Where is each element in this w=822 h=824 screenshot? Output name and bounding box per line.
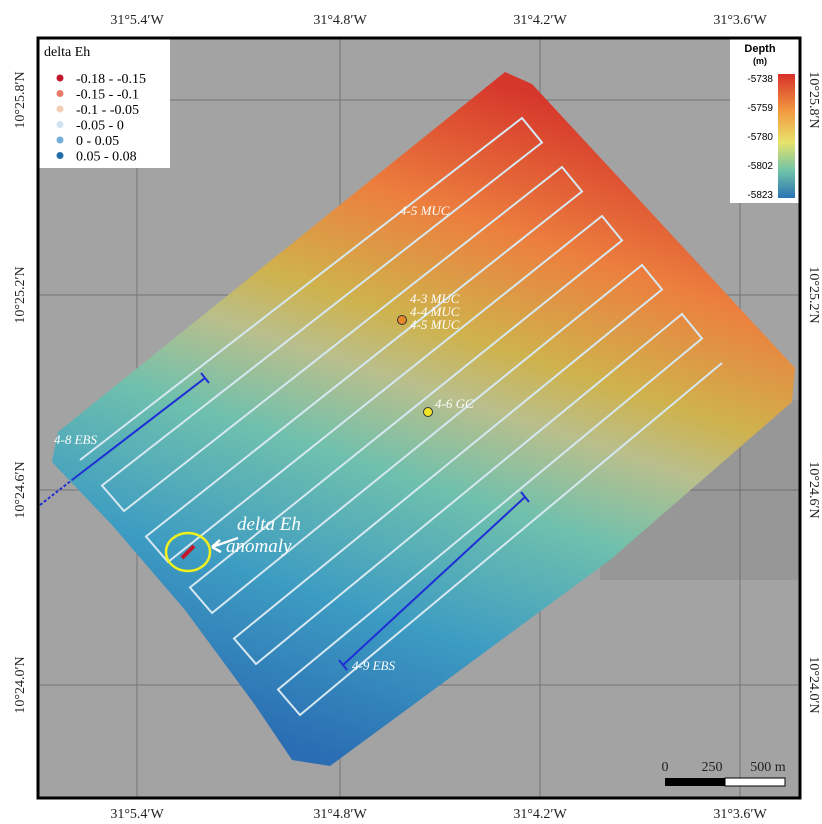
label: 4-6 GC — [435, 396, 474, 411]
label: delta Eh — [237, 514, 301, 535]
colorbar — [778, 74, 795, 198]
label: 4-5 MUC — [400, 203, 450, 218]
lon-label: 31°3.6′W — [713, 807, 767, 822]
legend-marker — [57, 121, 64, 128]
lat-label: 10°24.0′N — [13, 656, 28, 713]
legend-marker — [57, 137, 64, 144]
lon-label: 31°4.8′W — [313, 807, 367, 822]
lat-label: 10°24.6′N — [806, 461, 821, 518]
lon-label: 31°3.6′W — [713, 13, 767, 28]
legend-marker — [57, 75, 64, 82]
map: 4-5 MUC 4-3 MUC 4-4 MUC 4-5 MUC 4-6 GC 4… — [0, 0, 822, 824]
lon-label: 31°4.2′W — [513, 13, 567, 28]
colorbar-label: -5823 — [747, 190, 773, 201]
lon-label: 31°4.2′W — [513, 807, 567, 822]
legend-title: delta Eh — [44, 45, 90, 60]
lon-label: 31°5.4′W — [110, 13, 164, 28]
colorbar-label: -5738 — [747, 74, 773, 85]
legend-marker — [57, 90, 64, 97]
scale-bar — [665, 778, 725, 786]
station-muc — [398, 316, 407, 325]
colorbar-label: -5780 — [747, 132, 773, 143]
lat-label: 10°24.0′N — [806, 656, 821, 713]
depth-title: Depth — [744, 43, 775, 55]
legend-label: -0.05 - 0 — [76, 119, 124, 134]
scale-bar — [725, 778, 785, 786]
legend-marker — [57, 106, 64, 113]
lat-label: 10°25.2′N — [806, 266, 821, 323]
legend-label: -0.1 - -0.05 — [76, 103, 139, 118]
legend-label: 0.05 - 0.08 — [76, 150, 137, 165]
legend-marker — [57, 152, 64, 159]
label: anomaly — [226, 536, 292, 557]
colorbar-label: -5759 — [747, 103, 773, 114]
lat-label: 10°25.8′N — [806, 71, 821, 128]
lon-label: 31°4.8′W — [313, 13, 367, 28]
legend-label: -0.15 - -0.1 — [76, 88, 139, 103]
scale-label: 250 — [702, 760, 723, 775]
legend-label: 0 - 0.05 — [76, 134, 119, 149]
label: 4-9 EBS — [352, 658, 395, 673]
lon-label: 31°5.4′W — [110, 807, 164, 822]
scale-label: 500 m — [750, 760, 786, 775]
lat-label: 10°24.6′N — [13, 461, 28, 518]
label: 4-5 MUC — [410, 317, 460, 332]
lat-label: 10°25.8′N — [13, 71, 28, 128]
label: 4-8 EBS — [54, 432, 97, 447]
colorbar-label: -5802 — [747, 161, 773, 172]
station-gc — [424, 408, 433, 417]
legend-label: -0.18 - -0.15 — [76, 72, 146, 87]
scale-label: 0 — [662, 760, 669, 775]
lat-label: 10°25.2′N — [13, 266, 28, 323]
depth-unit: (m) — [753, 56, 767, 66]
